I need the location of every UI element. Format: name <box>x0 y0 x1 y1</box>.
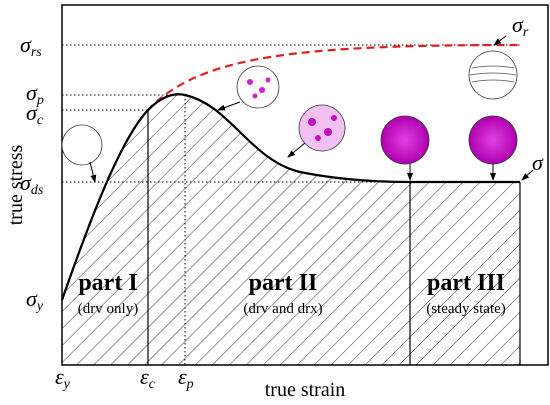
hatched-area <box>62 94 520 365</box>
part-title: part III <box>427 270 505 296</box>
stress-label: σy <box>26 286 44 314</box>
stress-label: σds <box>20 170 44 198</box>
guides <box>62 44 520 365</box>
curve-label: σr <box>512 12 529 40</box>
x-axis-label: true strain <box>265 379 346 401</box>
part-title: part I <box>78 270 137 296</box>
frame <box>61 4 549 366</box>
part-title: part II <box>249 270 318 296</box>
strain-label: εp <box>178 364 194 392</box>
part-note: (steady state) <box>426 301 506 317</box>
strain-label: εy <box>55 364 71 392</box>
grain-icons <box>61 50 518 166</box>
stress-label: σc <box>26 100 44 128</box>
stress-curve <box>60 93 520 301</box>
part-note: (drv only) <box>78 301 138 317</box>
stress-label: σp <box>26 80 44 108</box>
strain-label: εc <box>140 364 156 392</box>
curve-label: σ <box>532 150 544 175</box>
arrows <box>89 35 534 183</box>
part-note: (drv and drx) <box>243 301 322 317</box>
y-axis-label: true stress <box>5 145 27 226</box>
stress-label: σrs <box>20 32 42 60</box>
